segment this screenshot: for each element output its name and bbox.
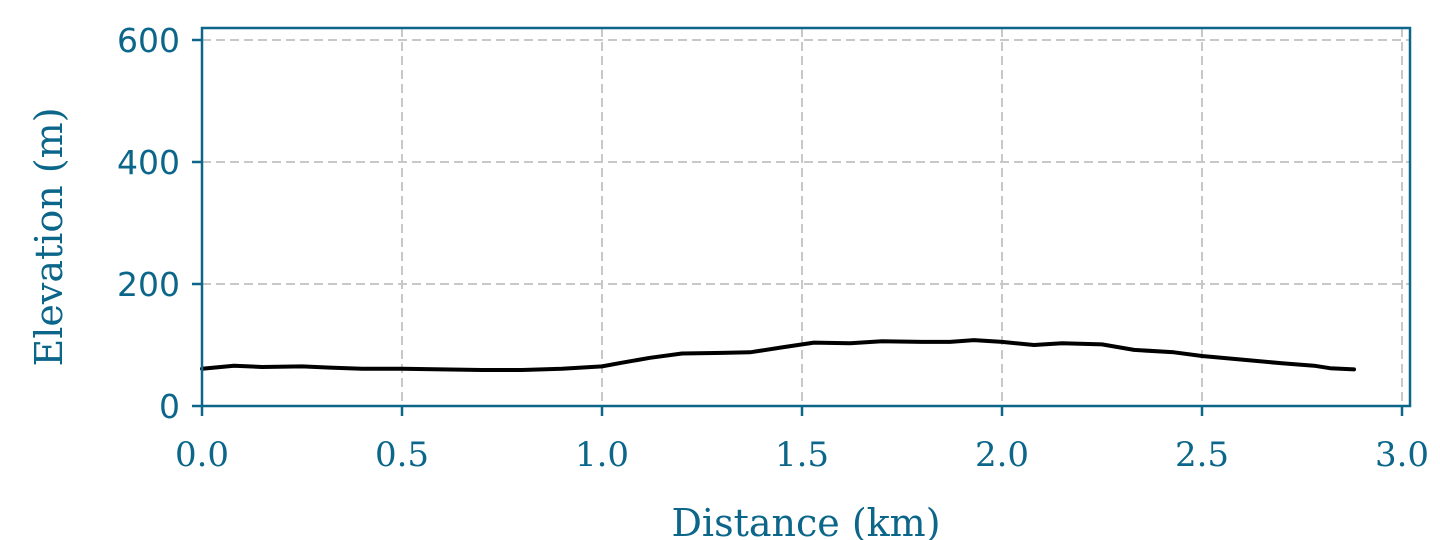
y-tick-label: 600 [117, 21, 180, 60]
x-tick-label: 1.0 [575, 435, 629, 475]
x-axis-title: Distance (km) [671, 501, 940, 540]
x-tick-label: 3.0 [1375, 435, 1429, 475]
x-tick-label: 0.0 [175, 435, 229, 475]
x-tick-label: 0.5 [375, 435, 429, 475]
elevation-series-line [200, 338, 1356, 372]
plot-frame [200, 26, 1412, 408]
grid-lines [202, 28, 1410, 406]
axes [200, 26, 1412, 408]
ticks: 0.0 0.5 1.0 1.5 2.0 2.5 3.0 0 200 400 600 [117, 21, 1429, 475]
series-layer [200, 338, 1356, 372]
y-tick-label: 0 [159, 387, 180, 426]
x-tick-label: 2.0 [975, 435, 1029, 475]
y-tick-label: 400 [117, 143, 180, 182]
x-tick-label: 1.5 [775, 435, 829, 475]
x-tick-label: 2.5 [1175, 435, 1229, 475]
y-axis-title: Elevation (m) [27, 107, 71, 366]
y-tick-label: 200 [117, 265, 180, 304]
